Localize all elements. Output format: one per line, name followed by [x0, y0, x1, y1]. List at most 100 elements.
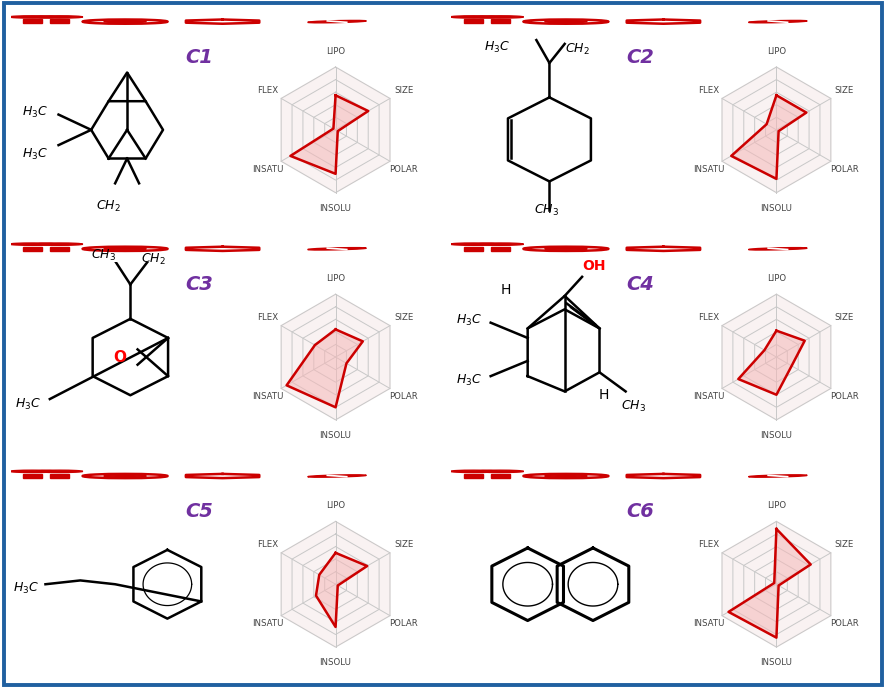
Text: $H_3C$: $H_3C$ [455, 313, 482, 328]
Polygon shape [738, 331, 804, 395]
Polygon shape [281, 294, 390, 420]
Text: SIZE: SIZE [835, 313, 854, 322]
Circle shape [104, 248, 146, 250]
Text: LIPO: LIPO [326, 502, 346, 510]
Polygon shape [722, 522, 831, 647]
Text: H: H [501, 283, 511, 297]
Text: INSOLU: INSOLU [320, 431, 352, 440]
Circle shape [104, 475, 146, 477]
Polygon shape [286, 330, 362, 407]
FancyArrow shape [23, 474, 43, 477]
Polygon shape [281, 522, 390, 647]
Text: SIZE: SIZE [394, 541, 413, 550]
Circle shape [36, 16, 82, 18]
Text: INSOLU: INSOLU [760, 204, 792, 213]
FancyArrow shape [464, 19, 483, 23]
Text: INSOLU: INSOLU [320, 658, 352, 667]
Ellipse shape [749, 21, 807, 23]
Text: $CH_3$: $CH_3$ [91, 248, 116, 264]
Text: $H_3C$: $H_3C$ [21, 105, 48, 120]
Text: POLAR: POLAR [830, 391, 859, 401]
Polygon shape [722, 67, 831, 193]
FancyArrow shape [23, 19, 43, 23]
Text: SIZE: SIZE [394, 313, 413, 322]
Circle shape [10, 470, 56, 473]
Text: $CH_2$: $CH_2$ [564, 42, 589, 57]
Ellipse shape [749, 248, 807, 250]
Text: SIZE: SIZE [394, 86, 413, 95]
Circle shape [477, 16, 524, 18]
Text: C2: C2 [626, 47, 654, 67]
Text: $H_3C$: $H_3C$ [12, 581, 39, 596]
Text: INSATU: INSATU [252, 619, 284, 628]
Text: $CH_2$: $CH_2$ [97, 199, 121, 214]
Polygon shape [731, 96, 806, 179]
FancyArrow shape [50, 247, 69, 250]
Text: FLEX: FLEX [257, 313, 278, 322]
Polygon shape [316, 553, 367, 627]
Text: LIPO: LIPO [326, 47, 346, 56]
Text: $CH_3$: $CH_3$ [534, 202, 559, 217]
Text: LIPO: LIPO [767, 274, 786, 283]
Text: INSATU: INSATU [693, 164, 724, 173]
Text: $CH_2$: $CH_2$ [141, 252, 166, 267]
Text: C3: C3 [185, 275, 213, 294]
Text: SIZE: SIZE [835, 541, 854, 550]
FancyArrow shape [464, 247, 483, 250]
Text: INSATU: INSATU [252, 391, 284, 401]
Circle shape [450, 470, 497, 473]
Circle shape [545, 21, 587, 23]
FancyArrow shape [491, 474, 509, 477]
Circle shape [36, 470, 82, 473]
Ellipse shape [307, 21, 367, 23]
Text: C4: C4 [626, 275, 654, 294]
Text: INSOLU: INSOLU [320, 204, 352, 213]
Text: FLEX: FLEX [698, 541, 719, 550]
Ellipse shape [307, 475, 367, 477]
FancyArrow shape [23, 247, 43, 250]
Text: H: H [599, 388, 609, 402]
Text: FLEX: FLEX [698, 86, 719, 95]
Circle shape [104, 21, 146, 23]
Text: $H_3C$: $H_3C$ [21, 147, 48, 162]
Circle shape [477, 243, 524, 246]
Text: POLAR: POLAR [830, 619, 859, 628]
Text: LIPO: LIPO [326, 274, 346, 283]
Text: $H_3C$: $H_3C$ [455, 372, 482, 387]
Text: POLAR: POLAR [389, 164, 418, 173]
Polygon shape [722, 294, 831, 420]
Circle shape [10, 243, 56, 246]
FancyArrow shape [491, 19, 509, 23]
Text: C6: C6 [626, 502, 654, 521]
Text: FLEX: FLEX [257, 86, 278, 95]
Text: O: O [113, 350, 127, 365]
Text: INSATU: INSATU [693, 391, 724, 401]
Text: OH: OH [582, 259, 606, 273]
Polygon shape [281, 67, 390, 193]
Circle shape [450, 243, 497, 246]
Text: INSATU: INSATU [252, 164, 284, 173]
Text: INSOLU: INSOLU [760, 658, 792, 667]
Circle shape [36, 243, 82, 246]
Polygon shape [728, 529, 811, 638]
FancyArrow shape [50, 19, 69, 23]
Text: SIZE: SIZE [835, 86, 854, 95]
Circle shape [545, 248, 587, 250]
Text: C5: C5 [185, 502, 213, 521]
Circle shape [10, 16, 56, 18]
Ellipse shape [749, 475, 807, 477]
Circle shape [450, 16, 497, 18]
Text: LIPO: LIPO [767, 502, 786, 510]
Ellipse shape [307, 248, 367, 250]
Text: FLEX: FLEX [257, 541, 278, 550]
Circle shape [477, 470, 524, 473]
Text: FLEX: FLEX [698, 313, 719, 322]
Text: POLAR: POLAR [389, 619, 418, 628]
Text: $CH_3$: $CH_3$ [621, 399, 646, 414]
Text: INSATU: INSATU [693, 619, 724, 628]
Circle shape [545, 475, 587, 477]
Text: INSOLU: INSOLU [760, 431, 792, 440]
FancyArrow shape [491, 247, 509, 250]
FancyArrow shape [464, 474, 483, 477]
FancyArrow shape [50, 474, 69, 477]
